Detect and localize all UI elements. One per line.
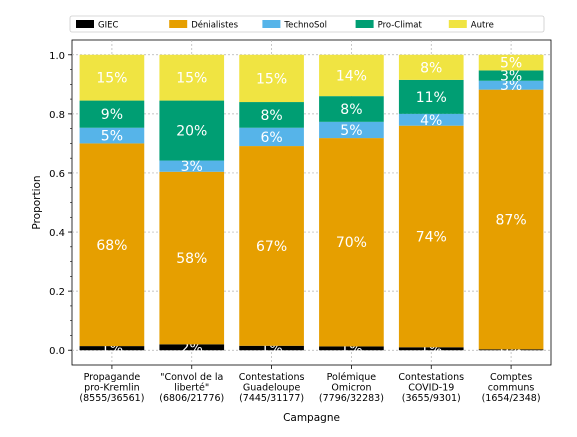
legend-label: GIEC [98,21,118,31]
x-tick-label: COVID-19 [408,383,454,394]
data-label: 67% [256,239,287,255]
data-label: 5% [101,129,123,145]
data-label: 68% [96,238,127,254]
data-label: 58% [176,251,207,267]
bar-segment-d-nialistes [159,171,225,345]
data-label: 74% [416,229,447,245]
x-tick-label: pro-Kremlin [84,383,139,394]
data-label: 5% [340,123,362,139]
data-label: 15% [176,71,207,87]
legend-swatch-pro-climat [355,20,374,28]
data-label: 15% [256,71,287,87]
x-tick-label: Comptes [490,372,532,383]
legend-swatch-autre [448,20,467,28]
data-label: 8% [340,102,362,118]
bar-segment-pro-climat [478,70,544,81]
bar-segment-giec [478,349,544,351]
bar-segment-giec [79,346,145,351]
bar-segment-d-nialistes [319,138,384,347]
bar-segment-pro-climat [159,100,225,161]
bar-segment-pro-climat [79,100,145,128]
x-tick-label: communs [488,383,535,394]
y-tick-label: 0.4 [49,228,65,239]
data-label: 87% [496,212,527,228]
bar-segment-pro-climat [319,96,384,122]
legend-label: Dénialistes [191,20,238,31]
data-label: 70% [336,235,367,251]
data-label: 14% [336,68,367,84]
bar-segment-technosol [398,113,464,126]
data-label: 3% [181,159,203,175]
data-label: 4% [420,113,442,129]
y-tick-label: 0.0 [49,346,65,357]
legend-label: Pro-Climat [378,21,423,31]
legend-label: TechnoSol [283,21,327,31]
data-label: 11% [416,90,447,106]
bar-segment-giec [319,346,384,351]
legend-swatch-technosol [262,20,281,28]
bar-segment-pro-climat [398,79,464,114]
x-tick-label: Omicron [331,383,371,394]
bar-segment-autre [239,54,304,103]
data-label: 20% [176,124,207,140]
data-label: 3% [500,69,522,85]
x-axis-title: Campagne [283,412,340,424]
x-tick-label: Propagande [84,372,141,383]
data-label: 6% [260,130,282,146]
bar-segment-autre [398,54,464,80]
x-tick-label: liberté" [174,383,209,394]
bar-segment-technosol [239,127,304,147]
y-tick-label: 0.8 [49,110,65,121]
x-tick-label: Guadeloupe [243,383,301,394]
bar-segment-technosol [79,127,145,144]
data-label: 9% [101,107,123,123]
data-label: 8% [420,60,442,76]
bar-segment-giec [239,345,304,351]
bar-segment-d-nialistes [239,146,304,346]
bar-segment-pro-climat [239,102,304,128]
bar-segment-autre [159,54,225,101]
x-tick-label: (8555/36561) [79,393,144,404]
x-tick-label: "Convol de la [160,372,223,383]
x-tick-label: (7796/32283) [319,393,384,404]
bar-segment-autre [478,54,544,71]
legend-swatch-d-nialistes [169,20,188,28]
y-tick-label: 0.2 [49,287,65,298]
y-tick-label: 1.0 [49,51,65,62]
bar-segment-technosol [319,121,384,139]
bar-segment-technosol [478,80,544,90]
legend-swatch-giec [76,20,94,28]
bar-segment-d-nialistes [478,89,544,350]
bar-segment-autre [319,54,384,97]
x-tick-label: (7445/31177) [239,393,304,404]
bar-segment-giec [159,344,225,351]
x-tick-label: Contestations [239,372,305,383]
data-label: 3% [500,78,522,94]
bar-segment-d-nialistes [79,143,145,347]
legend-label: Autre [471,21,494,31]
x-tick-label: (6806/21776) [159,393,224,404]
x-tick-label: Polémique [327,372,377,383]
y-axis-title: Proportion [31,175,43,229]
bar-segment-autre [79,54,145,101]
bar-segment-technosol [159,160,225,172]
bar-segment-giec [398,347,464,351]
x-tick-label: Contestations [398,372,464,383]
x-tick-label: (3655/9301) [402,393,461,404]
y-tick-label: 0.6 [49,169,65,180]
x-tick-label: (1654/2348) [482,393,541,404]
data-label: 5% [500,56,522,72]
legend-box [69,15,545,33]
data-label: 8% [260,108,282,124]
bar-segment-d-nialistes [398,125,464,348]
data-label: 15% [96,71,127,87]
